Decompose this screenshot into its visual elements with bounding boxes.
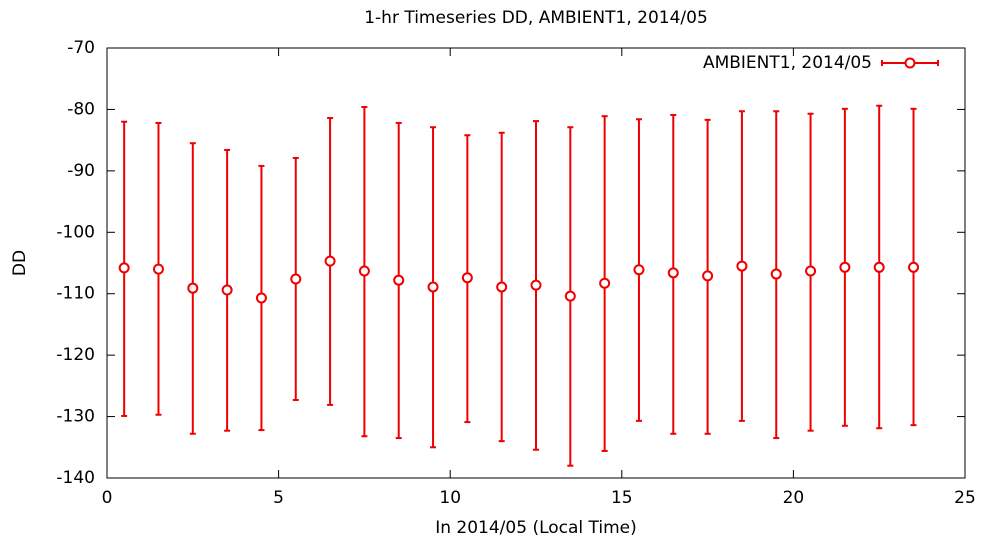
data-point (770, 268, 782, 280)
x-axis-label: In 2014/05 (Local Time) (435, 518, 637, 538)
y-axis-label: DD (10, 250, 30, 276)
data-point (255, 292, 267, 304)
data-point (221, 284, 233, 296)
plot-frame (106, 47, 966, 479)
data-point (187, 282, 199, 294)
data-point (805, 265, 817, 277)
y-tick-label: -90 (67, 161, 95, 181)
y-tick-label: -130 (56, 407, 95, 427)
data-point (633, 264, 645, 276)
y-tick-label: -110 (56, 284, 95, 304)
x-tick-label: 25 (954, 488, 976, 508)
x-tick-label: 10 (439, 488, 461, 508)
data-point (290, 273, 302, 285)
x-tick-label: 5 (273, 488, 284, 508)
y-tick-label: -100 (56, 222, 95, 242)
data-point (702, 270, 714, 282)
legend-swatch (904, 57, 916, 69)
data-point (667, 267, 679, 279)
x-tick-label: 20 (783, 488, 805, 508)
chart-title: 1-hr Timeseries DD, AMBIENT1, 2014/05 (364, 8, 708, 28)
data-point (324, 255, 336, 267)
data-point (358, 265, 370, 277)
data-point (461, 272, 473, 284)
data-point (839, 261, 851, 273)
data-point (118, 262, 130, 274)
data-point (393, 274, 405, 286)
data-point (427, 281, 439, 293)
y-tick-label: -120 (56, 345, 95, 365)
data-point (599, 277, 611, 289)
data-point (496, 281, 508, 293)
y-tick-label: -80 (67, 99, 95, 119)
x-tick-label: 15 (611, 488, 633, 508)
data-point (564, 290, 576, 302)
data-point (908, 261, 920, 273)
data-point (873, 261, 885, 273)
x-tick-label: 0 (102, 488, 113, 508)
legend-label: AMBIENT1, 2014/05 (703, 53, 872, 73)
data-point (736, 260, 748, 272)
y-tick-label: -70 (67, 38, 95, 58)
data-point (152, 263, 164, 275)
y-tick-label: -140 (56, 468, 95, 488)
data-point (530, 279, 542, 291)
